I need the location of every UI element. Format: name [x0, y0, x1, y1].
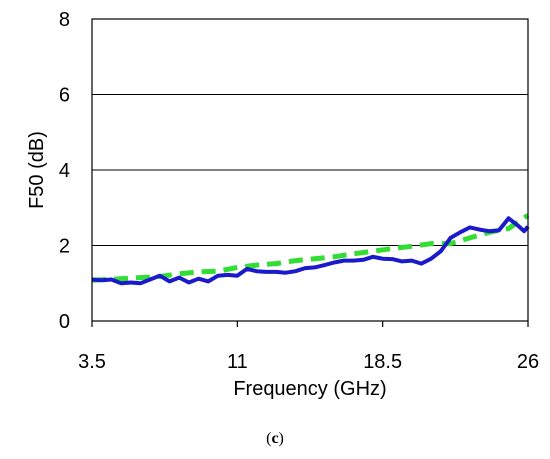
solid-series-line — [91, 216, 530, 286]
panel-label-letter: c — [271, 430, 278, 447]
x-tick-label: 3.5 — [78, 351, 106, 373]
series-layer — [91, 213, 530, 286]
dashed-series-line — [91, 213, 530, 283]
y-tick-label: 0 — [59, 311, 70, 333]
x-tick-label: 26 — [517, 351, 539, 373]
x-axis-ticks: 3.5 11 18.5 26 — [78, 321, 539, 373]
y-tick-label: 2 — [59, 236, 70, 258]
y-axis-ticks: 0 2 4 6 8 — [59, 9, 70, 333]
y-tick-label: 4 — [59, 160, 70, 182]
grid-lines — [92, 94, 528, 246]
x-axis-title: Frequency (GHz) — [233, 378, 386, 400]
y-axis-title: F50 (dB) — [26, 131, 48, 209]
plot-frame — [91, 18, 529, 322]
y-tick-label: 6 — [59, 85, 70, 107]
x-tick-label: 18.5 — [363, 351, 402, 373]
y-tick-label: 8 — [59, 9, 70, 31]
panel-label: (c) — [266, 430, 284, 447]
x-tick-label: 11 — [227, 351, 248, 373]
